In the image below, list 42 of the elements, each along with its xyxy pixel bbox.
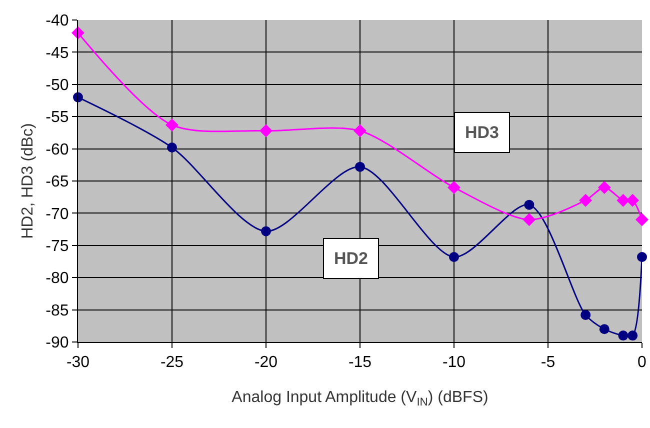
y-tick-label: -50 — [46, 77, 69, 94]
point — [618, 330, 628, 341]
x-tick-label: -30 — [66, 354, 90, 372]
point — [626, 194, 640, 207]
point — [524, 200, 534, 210]
y-axis-title: HD2, HD3 (dBc) — [20, 123, 37, 239]
x-tick-label: -20 — [254, 354, 278, 372]
point — [448, 180, 460, 194]
x-tick-label: -25 — [160, 354, 184, 372]
point — [522, 213, 536, 226]
point — [261, 226, 271, 236]
point — [637, 252, 647, 262]
text: HD3 — [465, 123, 500, 142]
point — [628, 330, 638, 341]
point — [579, 194, 592, 207]
point — [580, 310, 591, 320]
y-tick-label: -65 — [46, 174, 69, 191]
point — [636, 213, 648, 226]
point — [167, 142, 177, 153]
y-tick-label: -80 — [46, 270, 69, 288]
y-tick-label: -60 — [46, 141, 69, 158]
x-tick-label: -15 — [348, 354, 372, 372]
y-tick-label: -40 — [46, 12, 69, 30]
x-axis-title: Analog Input Amplitude (V$_{IN}$) (dBFS) — [232, 388, 488, 408]
x-tick-label: -5 — [540, 354, 556, 372]
point — [354, 124, 366, 138]
y-tick-label: -70 — [46, 206, 69, 223]
point — [260, 124, 272, 138]
y-tick-label: -55 — [46, 109, 69, 126]
point — [616, 194, 630, 207]
y-tick-label: -75 — [46, 238, 69, 255]
x-tick-label: -10 — [442, 354, 466, 372]
y-tick-label: -90 — [46, 334, 69, 352]
point — [599, 324, 610, 334]
point — [355, 162, 365, 172]
point — [166, 118, 178, 132]
point — [449, 252, 459, 262]
text: HD2 — [334, 249, 368, 268]
y-tick-label: -85 — [46, 302, 69, 320]
x-tick-label: 0 — [638, 354, 647, 372]
point — [598, 180, 611, 194]
y-tick-label: -45 — [46, 44, 69, 62]
